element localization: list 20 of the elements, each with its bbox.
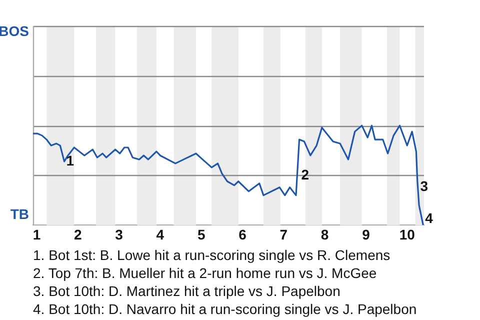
x-tick-label: 10 [399, 226, 416, 242]
annotation: 3 [420, 178, 428, 194]
x-tick-label: 9 [362, 226, 370, 242]
text: 3. Bot 10th: D. Martinez hit a triple vs J. Papelbon [33, 282, 342, 300]
annotation: 1 [66, 152, 74, 168]
text: 2. Top 7th: B. Mueller hit a 2-run home run vs J. McGee [33, 264, 378, 282]
x-tick-label: 5 [197, 226, 206, 242]
text: 4. Bot 10th: D. Navarro hit a run-scoring single vs J. Papelbon [33, 300, 418, 318]
x-tick-label: 8 [320, 226, 329, 242]
text: TB [10, 206, 29, 222]
x-tick-label: 6 [238, 226, 247, 242]
x-tick-label: 2 [74, 226, 82, 242]
x-tick-label: 1 [32, 226, 41, 242]
text: BOS [0, 22, 29, 39]
text: 1. Bot 1st: B. Lowe hit a run-scoring single vs R. Clemens [33, 246, 392, 264]
x-tick-label: 3 [115, 226, 124, 242]
annotation: 2 [301, 166, 310, 182]
annotation: 4 [425, 210, 434, 226]
x-tick-label: 7 [280, 226, 288, 242]
x-tick-label: 4 [156, 226, 164, 242]
